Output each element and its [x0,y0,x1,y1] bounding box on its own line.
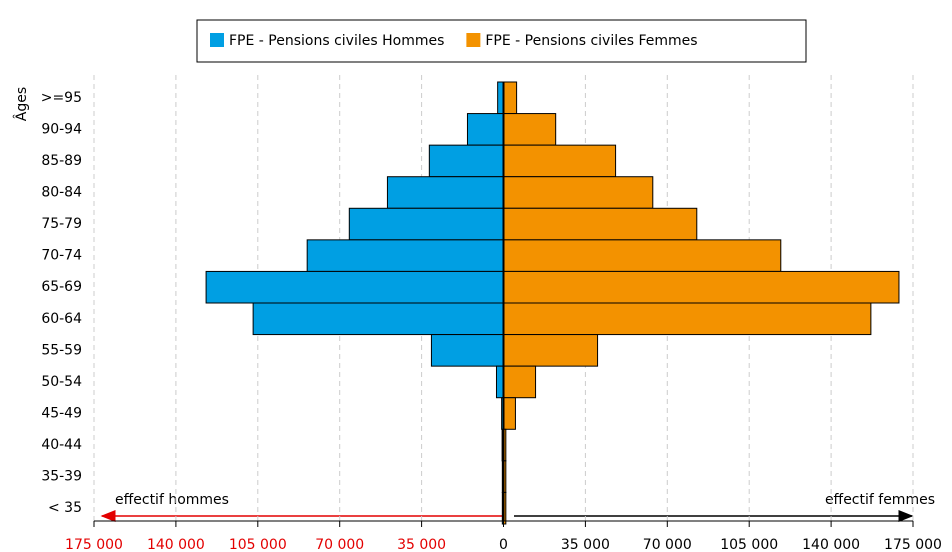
y-tick-label: 70-74 [41,248,82,264]
y-tick-label: 50-54 [41,374,82,390]
legend-swatch [466,33,481,47]
bar [503,81,518,115]
bar [252,302,504,336]
bar [495,365,505,399]
bar [503,365,537,399]
x-tick-label: 0 [499,537,508,552]
x-tick-label: 35 000 [561,537,610,552]
bar [503,239,782,272]
x-tick-label: 70 000 [315,537,364,552]
y-tick-label: 55-59 [41,342,82,358]
bar [503,397,516,430]
y-tick-label: 80-84 [41,185,82,201]
y-tick-label: 40-44 [41,437,82,453]
bar [503,113,557,146]
y-tick-label: 35-39 [41,469,82,485]
bar [428,144,504,178]
y-tick-label: >=95 [41,90,82,106]
y-tick-label: 75-79 [41,216,82,232]
bar [205,270,504,304]
x-tick-label: 140 000 [147,537,205,552]
x-tick-label: 35 000 [397,537,446,552]
x-tick-label: 175 000 [65,537,123,552]
bar [503,176,654,209]
annotation-left: effectif hommes [115,492,229,508]
legend-label: FPE - Pensions civiles Hommes [229,33,444,49]
y-tick-label: 90-94 [41,121,82,137]
x-tick-label: 105 000 [720,537,778,552]
y-tick-label: < 35 [48,500,82,516]
bar [386,176,505,209]
y-axis-label: Âges [12,87,30,121]
bar [503,207,698,241]
annotation-right: effectif femmes [825,492,935,508]
x-tick-label: 140 000 [802,537,860,552]
legend-swatch [210,33,224,47]
bar [466,113,504,146]
bar [503,302,872,336]
x-tick-label: 175 000 [884,537,942,552]
y-tick-label: 65-69 [41,279,82,295]
bar [503,270,900,304]
y-tick-label: 45-49 [41,406,82,422]
legend-box [196,19,807,63]
bar [430,334,505,367]
legend-label: FPE - Pensions civiles Femmes [485,33,697,49]
bar [503,144,617,178]
bar [306,239,505,272]
x-tick-label: 70 000 [643,537,692,552]
x-tick-label: 105 000 [229,537,287,552]
y-tick-label: 60-64 [41,311,82,327]
y-tick-label: 85-89 [41,153,82,169]
bar [348,207,504,241]
bar [503,334,599,367]
